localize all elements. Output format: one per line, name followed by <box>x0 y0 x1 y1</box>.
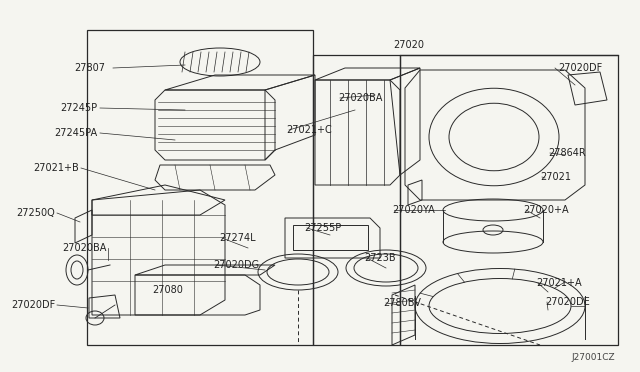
Text: 27020DE: 27020DE <box>545 297 589 307</box>
Text: 27020: 27020 <box>393 40 424 50</box>
Text: 2723B: 2723B <box>364 253 396 263</box>
Text: 27245P: 27245P <box>60 103 97 113</box>
Text: 27020DF: 27020DF <box>558 63 602 73</box>
Text: 27250Q: 27250Q <box>16 208 55 218</box>
Text: 27245PA: 27245PA <box>54 128 97 138</box>
Text: 27021+A: 27021+A <box>536 278 582 288</box>
Text: 27807: 27807 <box>74 63 105 73</box>
Text: 27020BA: 27020BA <box>63 243 107 253</box>
Text: 27021+B: 27021+B <box>33 163 79 173</box>
Text: 27020+A: 27020+A <box>523 205 568 215</box>
Text: 27021+C: 27021+C <box>286 125 332 135</box>
Text: 27021: 27021 <box>540 172 571 182</box>
Text: 27255P: 27255P <box>304 223 341 233</box>
Text: 27020DF: 27020DF <box>11 300 55 310</box>
Text: 27020DG: 27020DG <box>213 260 259 270</box>
Text: 2780BV: 2780BV <box>383 298 421 308</box>
Text: J27001CZ: J27001CZ <box>572 353 615 362</box>
Text: 27020YA: 27020YA <box>392 205 435 215</box>
Text: 27080: 27080 <box>152 285 183 295</box>
Text: 27020BA: 27020BA <box>338 93 382 103</box>
Text: 27864R: 27864R <box>548 148 586 158</box>
Text: 27274L: 27274L <box>219 233 255 243</box>
Bar <box>293 225 368 250</box>
